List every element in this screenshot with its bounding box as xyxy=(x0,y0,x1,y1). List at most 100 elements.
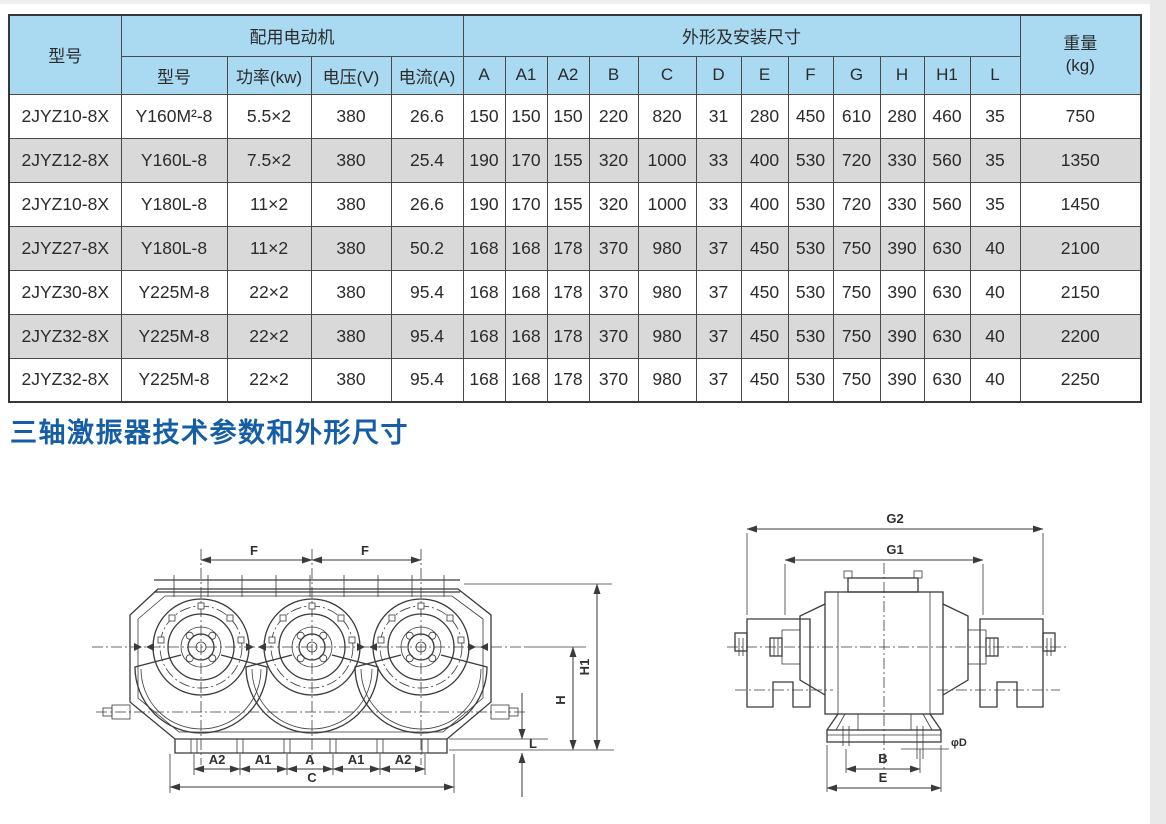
table-cell: 35 xyxy=(969,181,1021,227)
table-cell: 380 xyxy=(310,357,392,403)
header-weight-unit: (kg) xyxy=(1065,55,1095,75)
table-cell: 980 xyxy=(637,225,697,271)
header-motor-model: 型号 xyxy=(120,55,228,95)
table-cell: 5.5×2 xyxy=(226,93,312,139)
table-cell: 980 xyxy=(637,357,697,403)
table-cell: Y225M-8 xyxy=(120,357,228,403)
table-body: 2JYZ10-8X Y160M²-8 5.5×2 380 26.6 150 150 150 22… xyxy=(8,93,1142,403)
dim-label-b: B xyxy=(878,751,887,766)
table-cell: 33 xyxy=(695,181,742,227)
table-cell: 450 xyxy=(740,357,789,403)
table-cell: 460 xyxy=(923,93,971,139)
table-cell: 2JYZ32-8X xyxy=(8,313,122,359)
table-cell: 450 xyxy=(787,93,834,139)
table-cell: 630 xyxy=(923,357,971,403)
foot-bolt-ticks xyxy=(190,739,429,753)
table-cell: 380 xyxy=(310,313,392,359)
table-row: 2JYZ32-8X Y225M-8 22×2 380 95.4 168 168 178 370 9… xyxy=(8,357,1142,403)
dim-label-a2-left: A2 xyxy=(209,752,226,767)
table-cell: 178 xyxy=(546,225,590,271)
header-dim-b: B xyxy=(588,55,639,95)
table-cell: 530 xyxy=(787,225,834,271)
table-cell: 610 xyxy=(832,93,881,139)
dim-label-a: A xyxy=(305,752,315,767)
table-cell: 2JYZ30-8X xyxy=(8,269,122,315)
table-cell: 750 xyxy=(1019,93,1142,139)
table-row: 2JYZ10-8X Y160M²-8 5.5×2 380 26.6 150 150 150 22… xyxy=(8,93,1142,139)
table-cell: 35 xyxy=(969,137,1021,183)
table-cell: 37 xyxy=(695,269,742,315)
dim-label-a1-left: A1 xyxy=(255,752,272,767)
table-cell: 530 xyxy=(787,181,834,227)
table-cell: 155 xyxy=(546,181,590,227)
table-cell: 2JYZ12-8X xyxy=(8,137,122,183)
table-cell: 178 xyxy=(546,357,590,403)
dim-label-f2: F xyxy=(361,543,369,558)
table-cell: 380 xyxy=(310,137,392,183)
table-cell: 720 xyxy=(832,137,881,183)
table-cell: 750 xyxy=(832,357,881,403)
page-right-edge xyxy=(1150,0,1166,824)
table-cell: 168 xyxy=(462,269,506,315)
table-cell: 450 xyxy=(740,313,789,359)
table-cell: 168 xyxy=(462,357,506,403)
header-dim-g: G xyxy=(832,55,881,95)
header-dim-a2: A2 xyxy=(546,55,590,95)
table-cell: 168 xyxy=(504,357,548,403)
table-cell: 2JYZ32-8X xyxy=(8,357,122,403)
table-cell: 26.6 xyxy=(390,93,464,139)
side-view-drawing: G2 G1 xyxy=(727,511,1067,792)
table-cell: 370 xyxy=(588,313,639,359)
table-cell: 2100 xyxy=(1019,225,1142,271)
table-cell: 40 xyxy=(969,269,1021,315)
table-cell: 170 xyxy=(504,181,548,227)
table-cell: Y180L-8 xyxy=(120,225,228,271)
table-cell: 31 xyxy=(695,93,742,139)
header-dim-h1: H1 xyxy=(923,55,971,95)
dim-label-phi-d: φD xyxy=(951,737,967,749)
header-motor-power: 功率(kw) xyxy=(226,55,312,95)
table-cell: 370 xyxy=(588,269,639,315)
table-cell: 7.5×2 xyxy=(226,137,312,183)
table-cell: Y160M²-8 xyxy=(120,93,228,139)
front-view-drawing: F F H1 H L A2 A1 A A1 A2 xyxy=(92,543,614,797)
table-cell: 150 xyxy=(504,93,548,139)
header-weight-col: 重量 (kg) xyxy=(1019,14,1142,95)
table-cell: 95.4 xyxy=(390,269,464,315)
table-cell: 390 xyxy=(879,269,925,315)
dim-label-a1-right: A1 xyxy=(348,752,365,767)
table-cell: 630 xyxy=(923,225,971,271)
table-cell: 390 xyxy=(879,225,925,271)
table-header: 型号 配用电动机 外形及安装尺寸 重量 (kg) 型号 功率(kw) 电压(V)… xyxy=(8,14,1142,95)
table-cell: 980 xyxy=(637,313,697,359)
table-cell: Y160L-8 xyxy=(120,137,228,183)
dim-label-h: H xyxy=(553,695,568,704)
header-dim-l: L xyxy=(969,55,1021,95)
table-cell: 25.4 xyxy=(390,137,464,183)
table-cell: 37 xyxy=(695,357,742,403)
table-cell: 400 xyxy=(740,137,789,183)
table-cell: 450 xyxy=(740,269,789,315)
shaft-wheel-1 xyxy=(134,598,268,734)
table-cell: 168 xyxy=(462,313,506,359)
table-cell: Y225M-8 xyxy=(120,269,228,315)
table-cell: 168 xyxy=(504,225,548,271)
dim-label-h1: H1 xyxy=(577,659,592,676)
table-cell: 1000 xyxy=(637,181,697,227)
eccentric-weight-3 xyxy=(354,654,488,734)
table-cell: 380 xyxy=(310,225,392,271)
table-cell: 37 xyxy=(695,313,742,359)
dim-label-l: L xyxy=(529,736,537,751)
table-row: 2JYZ27-8X Y180L-8 11×2 380 50.2 168 168 178 370 9… xyxy=(8,225,1142,271)
header-dim-f: F xyxy=(787,55,834,95)
header-motor-current: 电流(A) xyxy=(390,55,464,95)
header-dim-d: D xyxy=(695,55,742,95)
dim-label-e: E xyxy=(879,770,888,785)
table-cell: 168 xyxy=(462,225,506,271)
table-cell: 450 xyxy=(740,225,789,271)
table-cell: 168 xyxy=(504,313,548,359)
header-motor-voltage: 电压(V) xyxy=(310,55,392,95)
rail-bolt-ticks xyxy=(173,575,445,597)
table-cell: 280 xyxy=(740,93,789,139)
table-cell: 380 xyxy=(310,93,392,139)
